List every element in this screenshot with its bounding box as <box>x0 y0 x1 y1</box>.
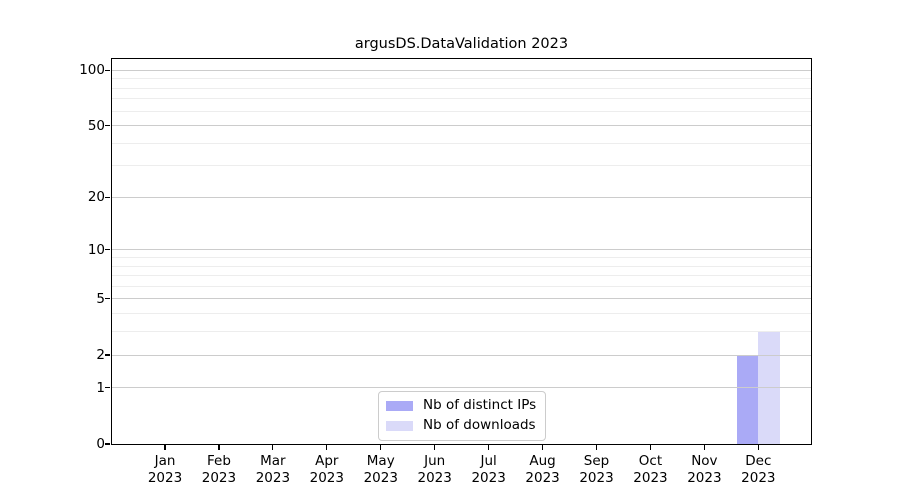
y-tick-label: 1 <box>96 379 105 396</box>
legend-swatch-distinct-ips <box>386 400 413 411</box>
x-tick-label: May 2023 <box>363 453 398 486</box>
y-tick-label: 50 <box>87 117 105 134</box>
x-tick-mark <box>488 445 490 450</box>
y-tick-label: 0 <box>96 436 105 452</box>
y-tick-label: 20 <box>87 189 105 206</box>
x-tick-mark <box>326 445 328 450</box>
y-tick-label: 5 <box>96 290 105 307</box>
chart-title: argusDS.DataValidation 2023 <box>354 36 569 52</box>
y-tick-mark <box>105 196 111 198</box>
legend-label-downloads: Nb of downloads <box>423 417 536 433</box>
y-tick-mark <box>105 124 111 127</box>
y-tick-mark <box>105 298 111 300</box>
y-tick-mark <box>105 443 111 445</box>
x-tick-mark <box>649 445 652 450</box>
x-tick-mark <box>164 445 166 450</box>
bar-layer <box>112 59 811 444</box>
y-tick-label: 2 <box>96 347 105 363</box>
x-tick-label: Jul 2023 <box>471 453 506 486</box>
bar-distinct-ips <box>736 355 759 444</box>
x-tick-label: Jan 2023 <box>147 453 183 486</box>
x-tick-mark <box>595 445 598 450</box>
y-tick-label: 100 <box>79 62 105 79</box>
x-tick-label: Feb 2023 <box>201 453 237 486</box>
x-tick-mark <box>541 445 544 450</box>
x-tick-label: Nov 2023 <box>687 453 722 486</box>
bar-downloads <box>758 331 780 444</box>
x-tick-label: Apr 2023 <box>309 453 344 486</box>
y-tick-mark <box>105 354 111 356</box>
y-tick-mark <box>105 69 111 71</box>
y-tick-mark <box>105 249 111 251</box>
x-tick-mark <box>757 445 759 450</box>
x-tick-label: Jun 2023 <box>417 453 452 486</box>
legend-swatch-downloads <box>386 420 413 431</box>
legend: Nb of distinct IPs Nb of downloads <box>378 391 547 441</box>
legend-label-distinct-ips: Nb of distinct IPs <box>423 397 537 413</box>
y-tick-label: 10 <box>87 241 105 258</box>
plot-area <box>111 58 812 445</box>
x-tick-label: Aug 2023 <box>525 453 560 486</box>
x-tick-mark <box>272 445 274 450</box>
x-tick-label: Dec 2023 <box>741 453 776 486</box>
x-tick-label: Mar 2023 <box>255 453 291 486</box>
legend-item-distinct-ips: Nb of distinct IPs <box>386 397 536 414</box>
legend-item-downloads: Nb of downloads <box>386 417 536 434</box>
y-tick-mark <box>105 387 111 389</box>
x-tick-mark <box>218 445 220 450</box>
x-tick-mark <box>380 445 382 450</box>
x-tick-label: Sep 2023 <box>579 453 614 486</box>
x-tick-label: Oct 2023 <box>633 453 668 486</box>
x-tick-mark <box>434 445 436 450</box>
x-tick-mark <box>703 445 705 450</box>
